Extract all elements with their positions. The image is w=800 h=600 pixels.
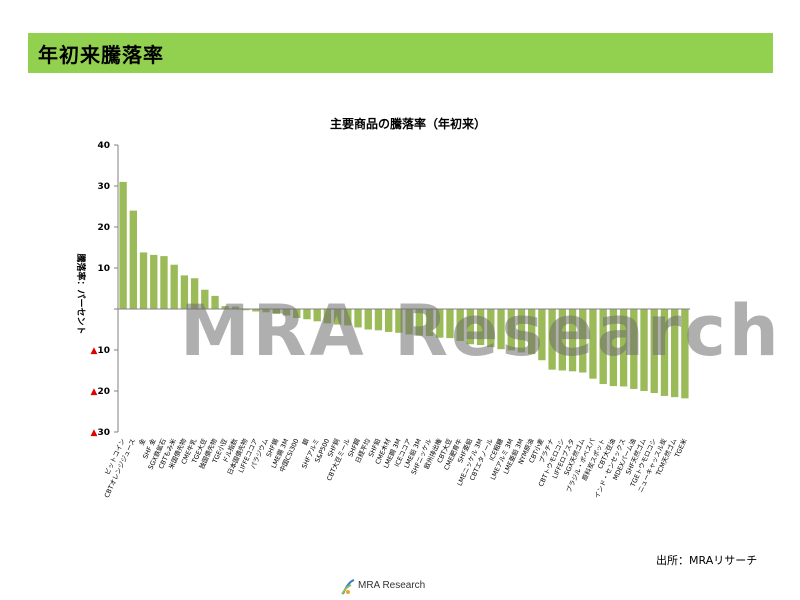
- bar: [415, 309, 423, 336]
- y-tick-label: 10: [97, 264, 110, 274]
- bar: [609, 309, 618, 387]
- bar: [517, 309, 526, 353]
- source-note: 出所：MRAリサーチ: [656, 554, 758, 567]
- bar: [119, 181, 127, 309]
- bar: [671, 309, 679, 398]
- bar: [640, 309, 648, 391]
- bar: [242, 309, 250, 311]
- bar: [231, 306, 240, 309]
- bar: [323, 309, 332, 324]
- bar: [548, 309, 556, 370]
- bar: [129, 210, 137, 309]
- bar: [201, 289, 209, 309]
- y-axis-ticks: 40 30 20 10 ▲10 ▲20 ▲30: [91, 141, 118, 438]
- y-tick-label: 40: [97, 141, 110, 151]
- logo: MRA Research: [340, 578, 425, 596]
- bar: [425, 309, 434, 337]
- bar: [405, 309, 413, 335]
- page-title: 年初来騰落率: [38, 43, 164, 67]
- chart-title: 主要商品の騰落率（年初来）: [330, 116, 486, 131]
- bar: [313, 309, 321, 322]
- bar: [538, 309, 546, 361]
- y-tick-label: ▲30: [91, 428, 110, 438]
- bar: [364, 309, 372, 330]
- x-tick-label: 銀: [300, 437, 311, 447]
- bar: [354, 309, 362, 328]
- bar: [252, 309, 260, 312]
- bar: [303, 309, 311, 320]
- bar: [262, 309, 270, 313]
- bar: [333, 309, 342, 325]
- bar: [660, 309, 669, 396]
- bar: [436, 309, 444, 338]
- bar: [619, 309, 628, 387]
- bar: [446, 309, 454, 339]
- bar: [589, 309, 597, 379]
- bar: [456, 309, 464, 341]
- bar: [395, 309, 403, 333]
- bar: [579, 309, 587, 373]
- bar: [374, 309, 383, 331]
- bar: [221, 306, 229, 309]
- bars: [119, 181, 689, 399]
- header-band: 年初来騰落率: [28, 33, 773, 73]
- bar: [211, 295, 219, 309]
- watermark-text: MRA Research: [180, 290, 782, 372]
- y-tick-label: 20: [97, 223, 110, 233]
- bar: [558, 309, 566, 371]
- bar: [282, 309, 291, 316]
- logo-icon: [341, 579, 355, 595]
- bar: [630, 309, 638, 389]
- bar: [650, 309, 658, 394]
- bar: [507, 309, 515, 351]
- y-tick-label: ▲10: [91, 346, 110, 356]
- bar: [293, 309, 301, 319]
- bar: [476, 309, 485, 346]
- bar: [139, 252, 148, 309]
- bar: [272, 309, 280, 314]
- bar: [150, 254, 158, 309]
- bar: [170, 264, 178, 309]
- y-axis-label: 騰落率：パーセント: [75, 253, 87, 334]
- bar: [344, 309, 352, 326]
- bar: [487, 309, 495, 348]
- bar: [497, 309, 505, 350]
- bar: [528, 309, 536, 355]
- logo-text: MRA Research: [358, 580, 426, 591]
- y-tick-label: 30: [97, 182, 110, 192]
- bar: [466, 309, 475, 345]
- bar: [190, 278, 199, 309]
- y-tick-label: ▲20: [91, 387, 110, 397]
- bar: [681, 309, 689, 399]
- x-tick-label: 金: [136, 437, 147, 447]
- bar: [568, 309, 577, 372]
- bar: [599, 309, 607, 385]
- bar: [180, 275, 189, 309]
- bar: [385, 309, 393, 332]
- bar: [160, 256, 168, 309]
